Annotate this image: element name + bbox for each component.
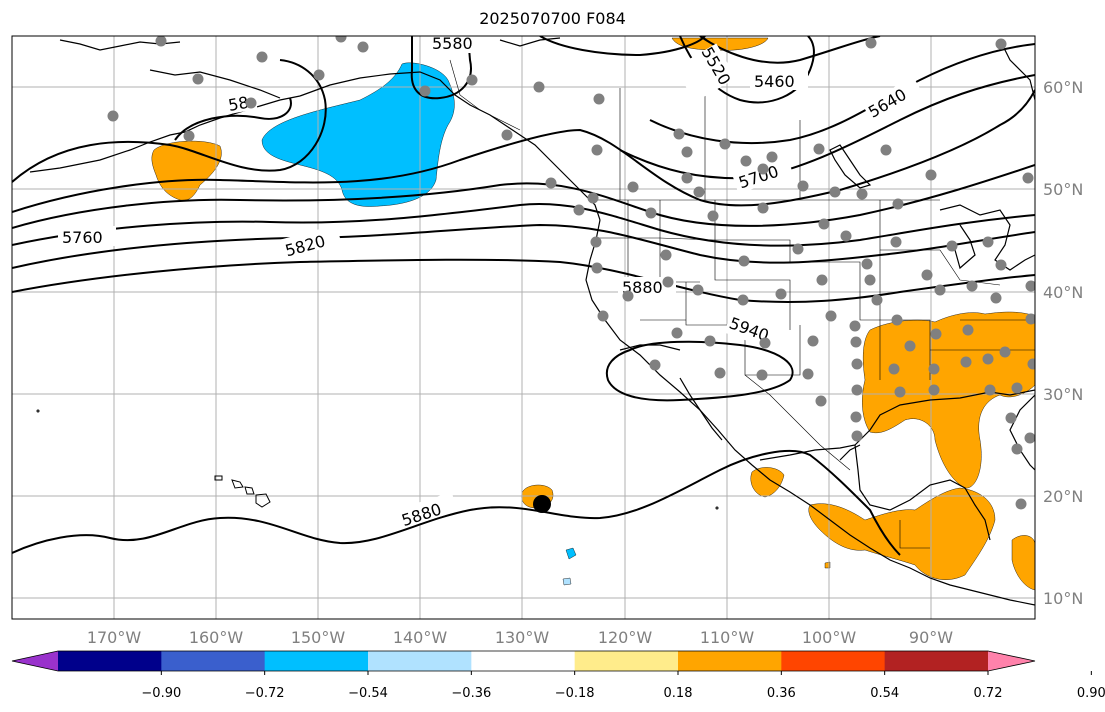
contour-label: 5460 — [754, 72, 795, 91]
colorbar-extend-high — [988, 651, 1035, 671]
lat-label: 50°N — [1043, 180, 1083, 199]
islands — [36, 409, 719, 510]
colorbar-swatch — [574, 651, 679, 671]
map-border — [11, 35, 1036, 620]
colorbar-tick-label: 0.54 — [870, 686, 899, 701]
lon-label: 140°W — [393, 628, 448, 647]
contour-label: 5880 — [622, 278, 663, 297]
colorbar-tick-label: −0.54 — [348, 686, 388, 701]
map-title: 2025070700 F084 — [479, 9, 626, 28]
lon-label: 110°W — [700, 628, 755, 647]
station-markers — [107, 36, 1035, 510]
longitude-labels: 170°W 160°W 150°W 140°W 130°W 120°W 110°… — [87, 628, 953, 647]
lon-label: 170°W — [87, 628, 142, 647]
colorbar-tick-label: 0.90 — [1077, 686, 1105, 701]
colorbar-tick-label: 0.18 — [664, 686, 693, 701]
lat-label: 10°N — [1043, 589, 1083, 608]
colorbar-tick-label: −0.90 — [141, 686, 181, 701]
lon-label: 90°W — [909, 628, 953, 647]
lat-label: 60°N — [1043, 78, 1083, 97]
storm-center-marker — [533, 495, 551, 513]
contour-label: 5760 — [62, 228, 103, 247]
colorbar-tick-label: −0.72 — [245, 686, 285, 701]
lat-label: 40°N — [1043, 283, 1083, 302]
lon-label: 100°W — [802, 628, 857, 647]
colorbar-tick-label: −0.18 — [555, 686, 595, 701]
colorbar-extend-low — [12, 651, 58, 671]
height-contours — [12, 36, 1035, 556]
lon-label: 130°W — [495, 628, 550, 647]
colorbar-tick-label: 0.72 — [974, 686, 1003, 701]
colorbar-swatch — [471, 651, 576, 671]
colorbar-tick-label: 0.36 — [767, 686, 796, 701]
colorbar-swatch — [884, 651, 989, 671]
colorbar-swatch — [368, 651, 472, 671]
colorbar-swatch — [264, 651, 369, 671]
negative-shading — [261, 62, 577, 586]
lon-label: 120°W — [598, 628, 653, 647]
colorbar-swatch — [161, 651, 266, 671]
colorbar-swatch — [678, 651, 782, 671]
colorbar-tick-label: −0.36 — [451, 686, 491, 701]
lon-label: 150°W — [291, 628, 346, 647]
colorbar-swatch — [781, 651, 886, 671]
colorbar-outline — [11, 650, 1036, 672]
lat-label: 30°N — [1043, 385, 1083, 404]
contour-label: 58 — [227, 93, 250, 115]
colorbar-swatch — [58, 651, 162, 671]
colorbar: −0.90 −0.72 −0.54 −0.36 −0.18 0.18 0.36 0.54 0.7… — [11, 650, 1105, 701]
contour-label: 5580 — [432, 34, 473, 53]
lat-label: 20°N — [1043, 487, 1083, 506]
latitude-labels: 60°N 50°N 40°N 30°N 20°N 10°N — [1043, 78, 1083, 608]
lon-label: 160°W — [189, 628, 244, 647]
